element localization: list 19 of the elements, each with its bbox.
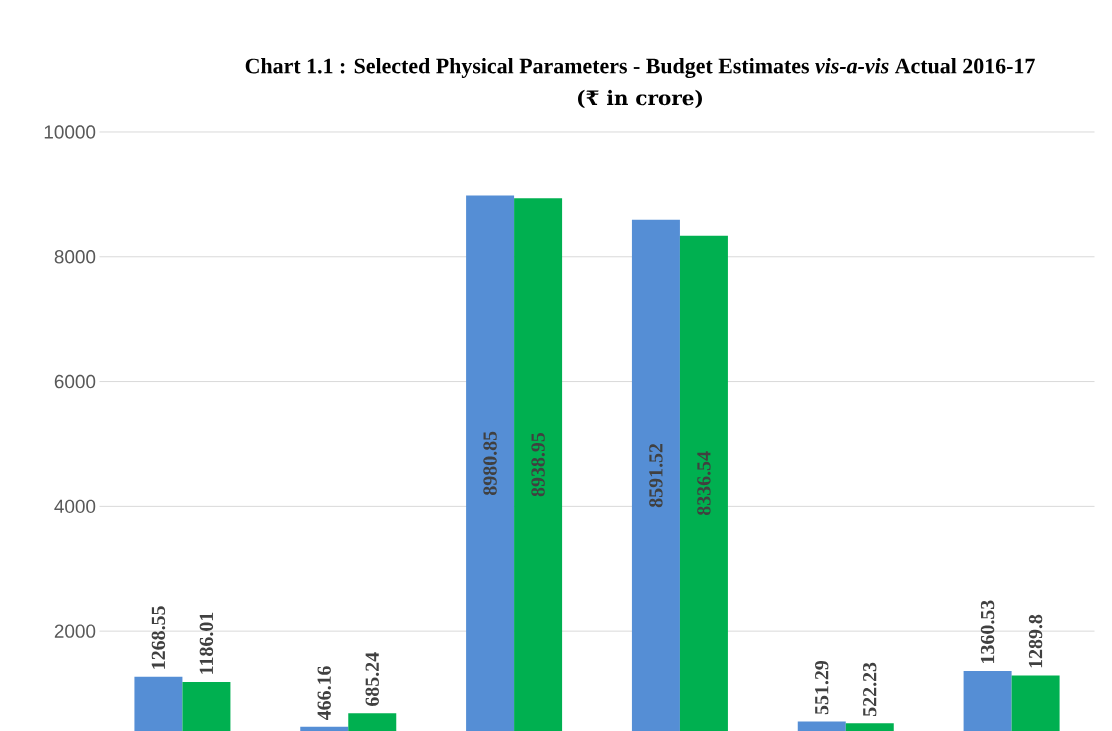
y-tick-label: 2000 [54,624,96,638]
y-tick-label: 4000 [54,499,96,514]
data-label: 466.16 [317,666,331,721]
data-label: 1289.8 [1028,614,1043,668]
data-label: 1186.01 [199,612,214,674]
data-label: 8980.85 [483,431,497,495]
data-label: 8336.54 [697,451,711,516]
chart-title: Chart 1.1 : Selected Physical Parameters - Budget Estimates vis-a-vis Actual 2016-17 [245,57,1035,79]
y-tick-label: 8000 [54,250,96,264]
data-label: 8938.95 [531,432,545,497]
chart-subtitle: (₹ in crore) [578,89,702,109]
data-label: 8591.52 [649,443,663,508]
data-label: 551.29 [815,660,829,715]
data-label: 1360.53 [980,600,995,663]
y-tick-label: 6000 [54,374,96,389]
data-label: 1268.55 [151,606,166,669]
data-label: 522.23 [863,662,877,717]
data-label: 685.24 [365,652,380,706]
y-tick-label: 10000 [44,125,96,139]
